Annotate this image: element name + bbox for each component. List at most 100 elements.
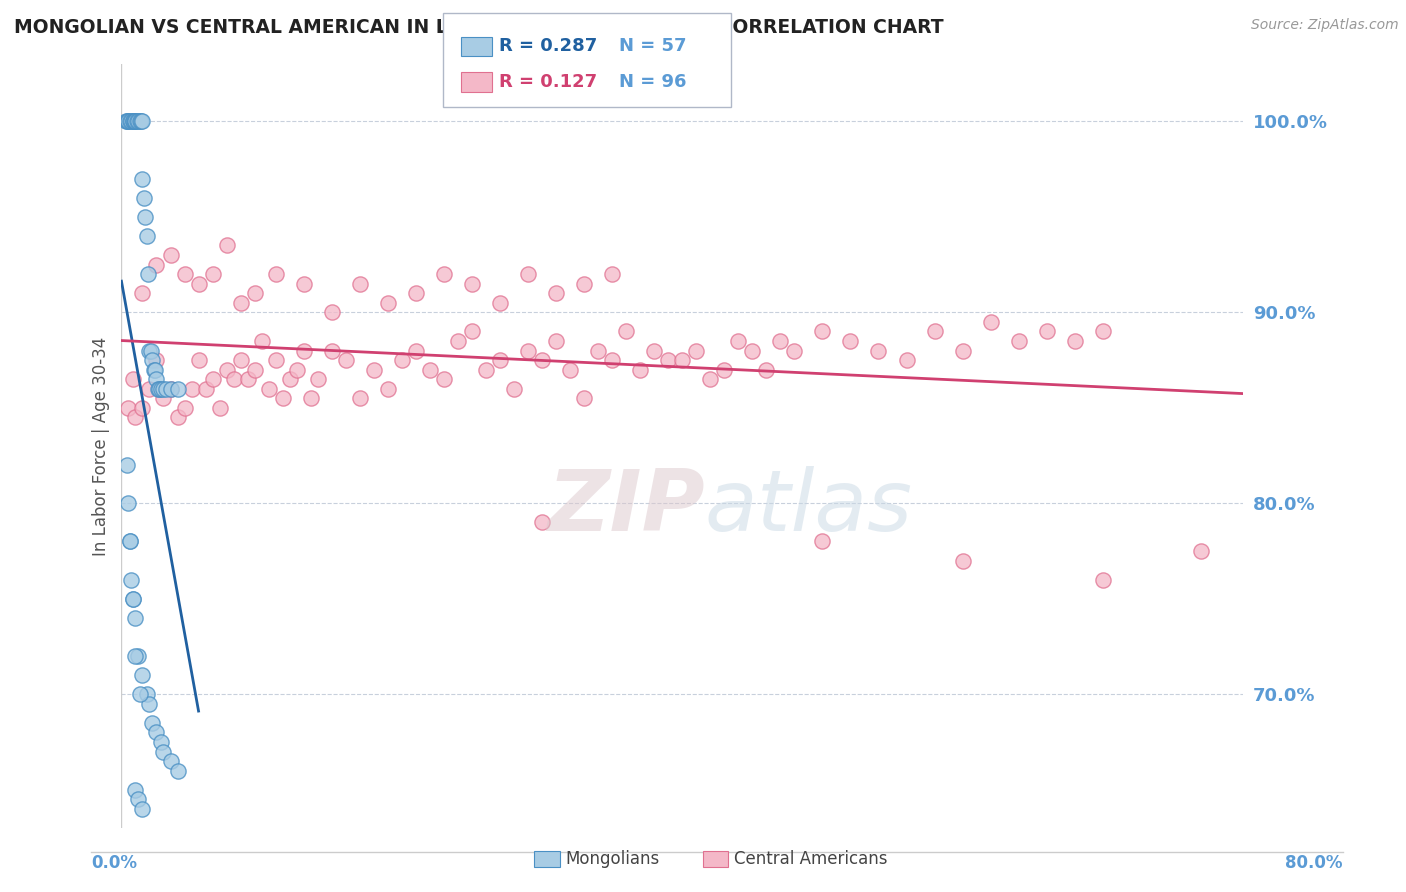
Point: [127, 649, 149, 664]
Point: [517, 343, 540, 358]
Point: [229, 295, 252, 310]
Point: [433, 372, 456, 386]
Point: [114, 114, 136, 128]
Point: [145, 372, 167, 386]
Text: 80.0%: 80.0%: [1285, 855, 1343, 872]
Point: [349, 277, 371, 291]
Point: [264, 353, 287, 368]
Point: [159, 382, 181, 396]
Point: [349, 391, 371, 405]
Point: [600, 267, 623, 281]
Point: [120, 573, 142, 587]
Point: [121, 372, 143, 386]
Point: [173, 401, 195, 415]
Point: [586, 343, 609, 358]
Point: [131, 802, 153, 816]
Text: R = 0.127: R = 0.127: [499, 73, 598, 91]
Point: [335, 353, 357, 368]
Point: [1035, 325, 1057, 339]
Point: [321, 343, 343, 358]
Point: [187, 353, 209, 368]
Point: [138, 382, 160, 396]
Text: Source: ZipAtlas.com: Source: ZipAtlas.com: [1251, 18, 1399, 32]
Point: [166, 764, 188, 778]
Point: [138, 343, 160, 358]
Point: [145, 353, 167, 368]
Point: [115, 114, 138, 128]
Point: [152, 745, 174, 759]
Point: [896, 353, 918, 368]
Point: [127, 792, 149, 806]
Point: [628, 362, 651, 376]
Point: [419, 362, 441, 376]
Point: [461, 325, 484, 339]
Text: N = 96: N = 96: [619, 73, 686, 91]
Text: MONGOLIAN VS CENTRAL AMERICAN IN LABOR FORCE | AGE 30-34 CORRELATION CHART: MONGOLIAN VS CENTRAL AMERICAN IN LABOR F…: [14, 18, 943, 37]
Text: 0.0%: 0.0%: [91, 855, 138, 872]
Point: [222, 372, 245, 386]
Point: [152, 391, 174, 405]
Point: [544, 286, 567, 301]
Point: [121, 591, 143, 606]
Point: [201, 372, 224, 386]
Point: [489, 295, 512, 310]
Point: [1063, 334, 1085, 348]
Point: [643, 343, 665, 358]
Point: [120, 114, 142, 128]
Point: [124, 114, 146, 128]
Point: [187, 277, 209, 291]
Text: N = 57: N = 57: [619, 37, 686, 55]
Point: [117, 114, 139, 128]
Point: [558, 362, 581, 376]
Point: [868, 343, 890, 358]
Point: [131, 114, 153, 128]
Point: [271, 391, 294, 405]
Point: [769, 334, 792, 348]
Point: [117, 114, 139, 128]
Point: [517, 267, 540, 281]
Point: [118, 534, 141, 549]
Point: [811, 325, 834, 339]
Point: [671, 353, 693, 368]
Point: [531, 516, 554, 530]
Point: [285, 362, 308, 376]
Point: [142, 362, 165, 376]
Point: [131, 286, 153, 301]
Point: [141, 353, 163, 368]
Point: [980, 315, 1002, 329]
Point: [134, 210, 156, 224]
Point: [135, 687, 157, 701]
Point: [159, 248, 181, 262]
Point: [377, 382, 399, 396]
Point: [124, 410, 146, 425]
Point: [229, 353, 252, 368]
Text: atlas: atlas: [704, 466, 912, 549]
Point: [572, 277, 595, 291]
Point: [145, 258, 167, 272]
Point: [124, 611, 146, 625]
Point: [166, 382, 188, 396]
Point: [363, 362, 385, 376]
Point: [600, 353, 623, 368]
Point: [124, 782, 146, 797]
Point: [783, 343, 806, 358]
Point: [131, 401, 153, 415]
Point: [299, 391, 322, 405]
Point: [489, 353, 512, 368]
Point: [155, 382, 177, 396]
Point: [121, 114, 143, 128]
Point: [1189, 544, 1212, 558]
Point: [243, 362, 266, 376]
Point: [194, 382, 217, 396]
Point: [236, 372, 259, 386]
Point: [1091, 573, 1114, 587]
Point: [572, 391, 595, 405]
Point: [755, 362, 778, 376]
Point: [127, 114, 149, 128]
Point: [117, 401, 139, 415]
Point: [257, 382, 280, 396]
Point: [136, 267, 159, 281]
Point: [1008, 334, 1031, 348]
Point: [131, 171, 153, 186]
Point: [208, 401, 231, 415]
